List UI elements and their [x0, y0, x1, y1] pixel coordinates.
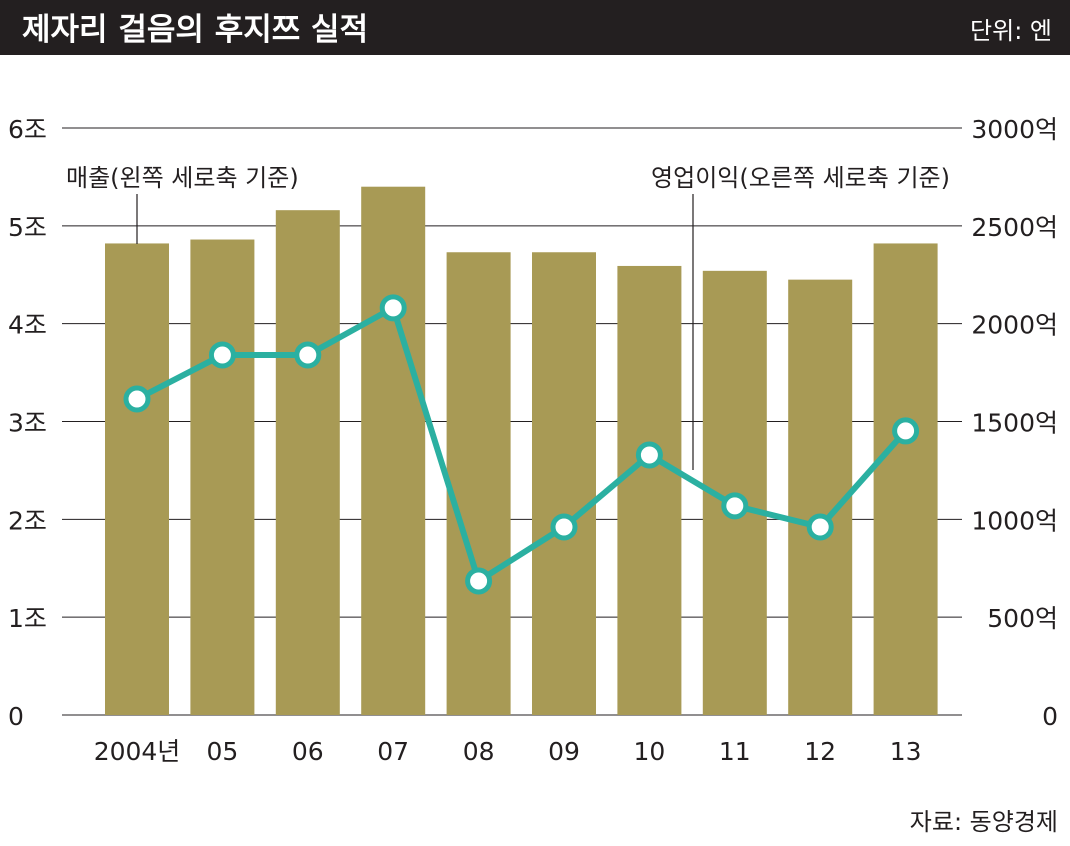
x-tick-label: 12: [804, 737, 836, 766]
x-tick-label: 05: [206, 737, 238, 766]
right-tick-label: 2000억: [971, 311, 1058, 340]
x-tick-label: 08: [463, 737, 495, 766]
point-operating-profit: [892, 417, 920, 445]
right-tick-label: 2500억: [971, 213, 1058, 242]
point-operating-profit: [465, 567, 493, 595]
x-tick-label: 07: [377, 737, 409, 766]
x-tick-label: 11: [719, 737, 751, 766]
x-tick-label: 09: [548, 737, 580, 766]
bar-sales: [617, 265, 682, 715]
point-operating-profit: [550, 513, 578, 541]
point-operating-profit: [123, 385, 151, 413]
header-bar: [0, 0, 1070, 55]
right-tick-label: 500억: [987, 604, 1058, 633]
left-tick-label: 4조: [8, 311, 47, 340]
x-tick-label: 10: [633, 737, 665, 766]
right-tick-label: 1000억: [971, 506, 1058, 535]
x-tick-label: 06: [292, 737, 324, 766]
bar-sales: [788, 279, 853, 715]
point-operating-profit: [208, 341, 236, 369]
x-tick-label: 13: [890, 737, 922, 766]
x-tick-label: 2004년: [94, 737, 181, 766]
bar-sales: [105, 243, 169, 715]
point-operating-profit: [294, 341, 322, 369]
legend-profit: 영업이익(오른쪽 세로축 기준): [651, 164, 950, 192]
point-operating-profit: [721, 492, 749, 520]
right-tick-label: 3000억: [971, 115, 1058, 144]
source-note: 자료: 동양경제: [910, 808, 1058, 836]
left-tick-label: 3조: [8, 409, 47, 438]
point-operating-profit: [635, 441, 663, 469]
bar-sales: [275, 210, 340, 715]
left-tick-label: 5조: [8, 213, 47, 242]
left-tick-label: 2조: [8, 506, 47, 535]
bar-sales: [361, 186, 426, 715]
bar-sales: [873, 243, 938, 715]
chart-title: 제자리 걸음의 후지쯔 실적: [22, 12, 368, 48]
right-tick-label: 0: [1042, 702, 1058, 731]
bar-sales: [190, 239, 255, 715]
left-tick-label: 6조: [8, 115, 47, 144]
line-operating-profit: [135, 304, 908, 584]
point-operating-profit: [379, 294, 407, 322]
left-tick-label: 1조: [8, 604, 47, 633]
bar-sales: [446, 252, 511, 715]
point-operating-profit: [806, 513, 834, 541]
legend-sales: 매출(왼쪽 세로축 기준): [66, 164, 299, 192]
bar-sales: [532, 252, 596, 715]
left-tick-label: 0: [8, 702, 24, 731]
unit-label: 단위: 엔: [970, 17, 1052, 45]
right-tick-label: 1500억: [971, 409, 1058, 438]
